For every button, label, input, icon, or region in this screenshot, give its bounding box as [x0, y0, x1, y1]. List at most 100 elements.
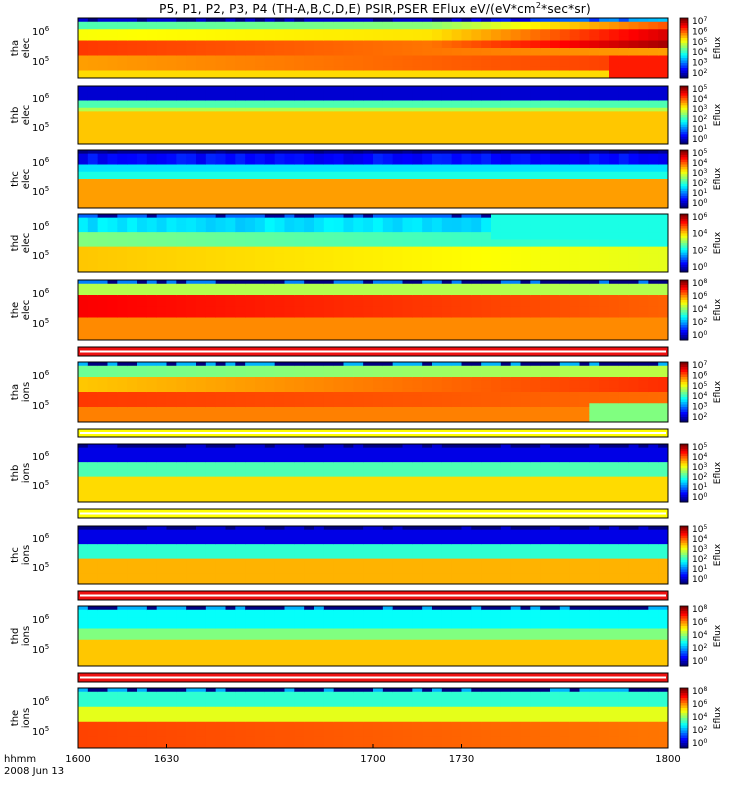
- spectrogram-cell: [97, 306, 108, 311]
- spectrogram-cell: [225, 291, 236, 296]
- spectrogram-cell: [196, 125, 207, 131]
- spectrogram-cell: [373, 133, 384, 138]
- spectrogram-cell: [117, 321, 128, 326]
- spectrogram-cell: [186, 228, 197, 233]
- spectrogram-cell: [284, 264, 295, 269]
- spectrogram-cell: [559, 261, 571, 266]
- spectrogram-cell: [274, 280, 285, 285]
- spectrogram-cell: [137, 51, 148, 56]
- spectrogram-cell: [353, 291, 364, 296]
- spectrogram-cell: [107, 63, 118, 68]
- spectrogram-cell: [589, 257, 600, 262]
- spectrogram-cell: [146, 129, 158, 134]
- spectrogram-cell: [274, 44, 285, 49]
- spectrogram-cell: [432, 295, 443, 300]
- spectrogram-cell: [225, 89, 236, 94]
- spectrogram-cell: [491, 129, 502, 134]
- spectrogram-cell: [579, 193, 590, 198]
- spectrogram-cell: [196, 243, 207, 248]
- spectrogram-cell: [451, 221, 462, 226]
- spectrogram-cell: [323, 264, 335, 269]
- spectrogram-cell: [491, 193, 502, 198]
- spectrogram-cell: [628, 246, 639, 251]
- spectrogram-cell: [638, 261, 649, 266]
- spectrogram-cell: [638, 133, 649, 138]
- spectrogram-cell: [609, 302, 620, 307]
- spectrogram-cell: [304, 29, 315, 34]
- spectrogram-cell: [78, 168, 89, 173]
- spectrogram-cell: [196, 298, 207, 303]
- spectrogram-cell: [137, 171, 148, 176]
- spectrogram-cell: [117, 136, 128, 141]
- colorbar-swatch: [680, 297, 688, 301]
- spectrogram-cell: [658, 175, 669, 180]
- spectrogram-cell: [186, 93, 197, 98]
- spectrogram-cell: [579, 257, 590, 262]
- spectrogram-cell: [589, 168, 600, 173]
- spectrogram-cell: [176, 133, 187, 138]
- spectrogram-cell: [373, 136, 384, 141]
- colorbar-tick-label: 104: [692, 229, 707, 240]
- spectrogram-cell: [500, 283, 512, 288]
- spectrogram-cell: [618, 74, 630, 79]
- spectrogram-cell: [638, 171, 649, 176]
- spectrogram-cell: [87, 253, 99, 259]
- spectrogram-cell: [314, 140, 325, 145]
- spectrogram-cell: [323, 246, 335, 251]
- spectrogram-cell: [599, 328, 610, 333]
- colorbar-swatch: [680, 136, 688, 140]
- spectrogram-cell: [264, 29, 276, 34]
- spectrogram-cell: [599, 59, 610, 64]
- colorbar-swatch: [680, 205, 688, 209]
- spectrogram-cell: [87, 228, 99, 233]
- spectrogram-cell: [648, 175, 659, 180]
- spectrogram-cell: [166, 150, 177, 155]
- spectrogram-cell: [599, 217, 610, 222]
- spectrogram-cell: [255, 239, 266, 244]
- spectrogram-cell: [215, 175, 226, 180]
- spectrogram-cell: [579, 74, 590, 79]
- spectrogram-cell: [441, 332, 453, 337]
- spectrogram-cell: [156, 325, 167, 330]
- spectrogram-cell: [323, 44, 335, 49]
- spectrogram-cell: [579, 228, 590, 233]
- spectrogram-cell: [618, 253, 630, 259]
- spectrogram-cell: [471, 257, 482, 262]
- spectrogram-cell: [294, 51, 305, 56]
- spectrogram-cell: [441, 150, 453, 155]
- spectrogram-cell: [127, 298, 138, 303]
- spectrogram-cell: [402, 175, 413, 180]
- spectrogram-cell: [343, 268, 354, 273]
- spectrogram-cell: [166, 140, 177, 145]
- spectrogram-cell: [186, 204, 197, 209]
- spectrogram-cell: [117, 228, 128, 233]
- spectrogram-cell: [441, 129, 453, 134]
- spectrogram-cell: [314, 48, 325, 53]
- spectrogram-cell: [510, 118, 521, 123]
- spectrogram-cell: [412, 179, 423, 184]
- spectrogram-cell: [451, 25, 462, 30]
- spectrogram-cell: [225, 122, 236, 127]
- spectrogram-cell: [618, 93, 630, 98]
- spectrogram-cell: [392, 66, 403, 71]
- spectrogram-cell: [451, 115, 462, 120]
- spectrogram-cell: [196, 129, 207, 134]
- spectrogram-cell: [166, 93, 177, 98]
- spectrogram-cell: [205, 214, 217, 219]
- spectrogram-cell: [481, 115, 492, 120]
- spectrogram-cell: [559, 136, 571, 141]
- spectrogram-cell: [333, 204, 344, 209]
- spectrogram-cell: [422, 243, 433, 248]
- spectrogram-cell: [314, 21, 325, 26]
- spectrogram-cell: [137, 21, 148, 26]
- spectrogram-cell: [78, 33, 89, 38]
- spectrogram-cell: [294, 313, 305, 318]
- spectrogram-cell: [107, 291, 118, 296]
- spectrogram-cell: [402, 118, 413, 123]
- spectrogram-cell: [441, 36, 453, 41]
- spectrogram-cell: [432, 125, 443, 131]
- spectrogram-cell: [559, 235, 571, 240]
- spectrogram-cell: [117, 36, 128, 41]
- spectrogram-cell: [255, 93, 266, 98]
- spectrogram-cell: [382, 332, 394, 337]
